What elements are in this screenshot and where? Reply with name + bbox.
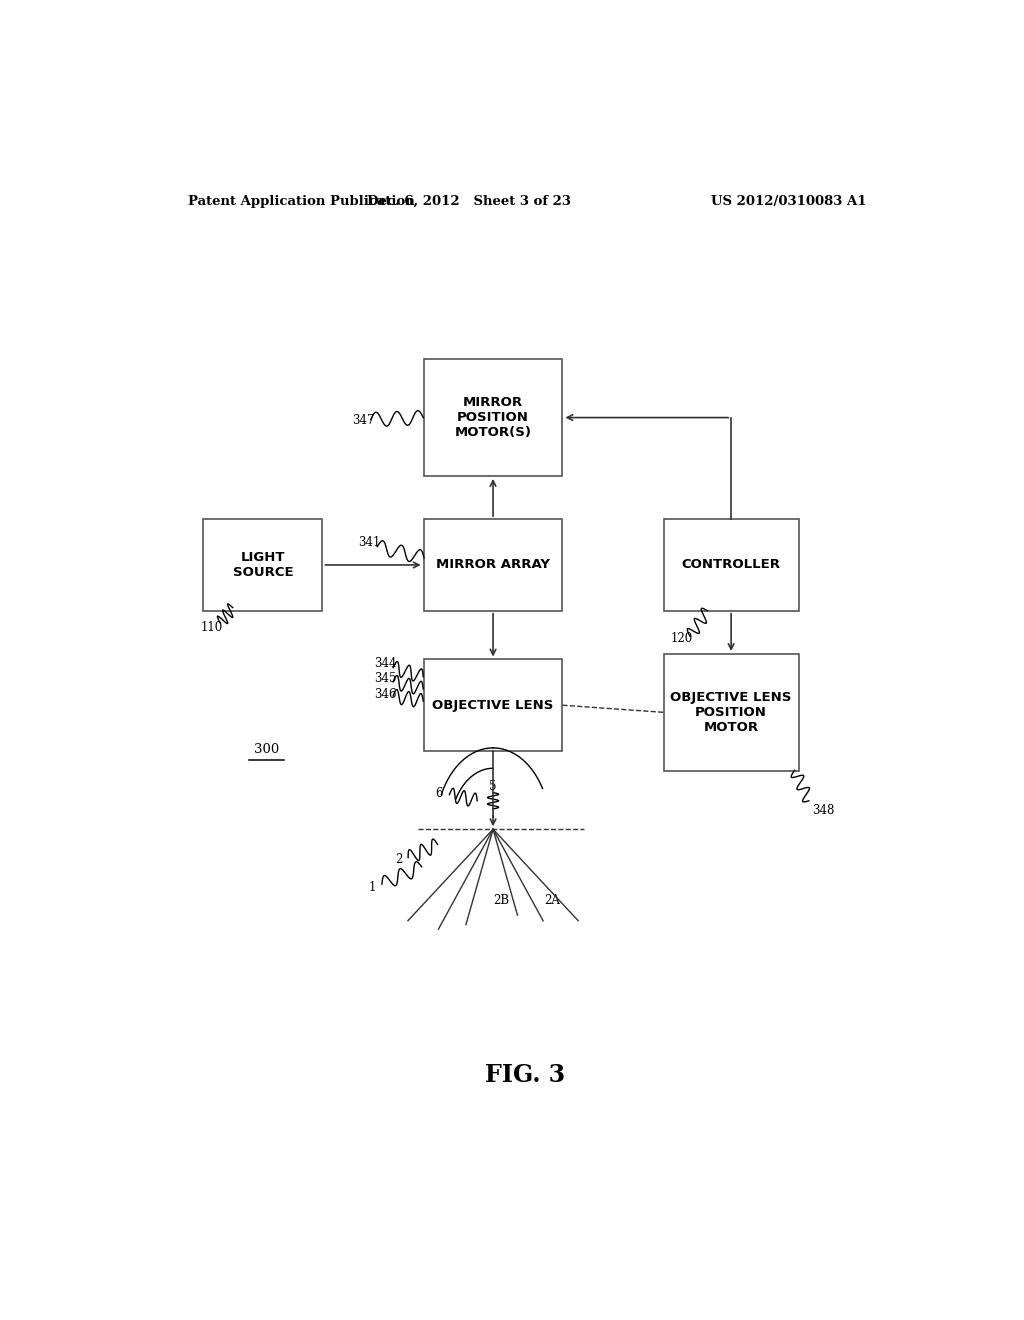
Text: 110: 110 — [201, 622, 223, 635]
Bar — [424, 519, 562, 611]
Text: 120: 120 — [671, 632, 693, 644]
Text: 300: 300 — [254, 743, 280, 756]
Text: 2: 2 — [395, 853, 402, 866]
Text: 6: 6 — [435, 787, 442, 800]
Text: 2B: 2B — [494, 894, 509, 907]
Bar — [664, 519, 799, 611]
Text: 345: 345 — [374, 672, 396, 685]
Bar — [424, 359, 562, 477]
Text: MIRROR
POSITION
MOTOR(S): MIRROR POSITION MOTOR(S) — [455, 396, 531, 440]
Text: OBJECTIVE LENS: OBJECTIVE LENS — [432, 698, 554, 711]
Text: 2A: 2A — [545, 894, 560, 907]
Text: 1: 1 — [369, 880, 376, 894]
Text: FIG. 3: FIG. 3 — [484, 1063, 565, 1088]
Text: Patent Application Publication: Patent Application Publication — [187, 194, 415, 207]
Text: OBJECTIVE LENS
POSITION
MOTOR: OBJECTIVE LENS POSITION MOTOR — [671, 690, 792, 734]
Text: Dec. 6, 2012   Sheet 3 of 23: Dec. 6, 2012 Sheet 3 of 23 — [368, 194, 571, 207]
Text: LIGHT
SOURCE: LIGHT SOURCE — [232, 550, 293, 579]
Text: US 2012/0310083 A1: US 2012/0310083 A1 — [711, 194, 866, 207]
Text: 346: 346 — [374, 688, 396, 701]
Text: MIRROR ARRAY: MIRROR ARRAY — [436, 558, 550, 572]
Bar — [424, 660, 562, 751]
Bar — [664, 653, 799, 771]
Text: CONTROLLER: CONTROLLER — [682, 558, 780, 572]
Text: 5: 5 — [489, 780, 497, 793]
Text: 341: 341 — [358, 536, 381, 549]
Bar — [204, 519, 323, 611]
Text: 344: 344 — [374, 657, 396, 671]
Text: 347: 347 — [352, 414, 375, 428]
Text: 348: 348 — [812, 804, 835, 817]
